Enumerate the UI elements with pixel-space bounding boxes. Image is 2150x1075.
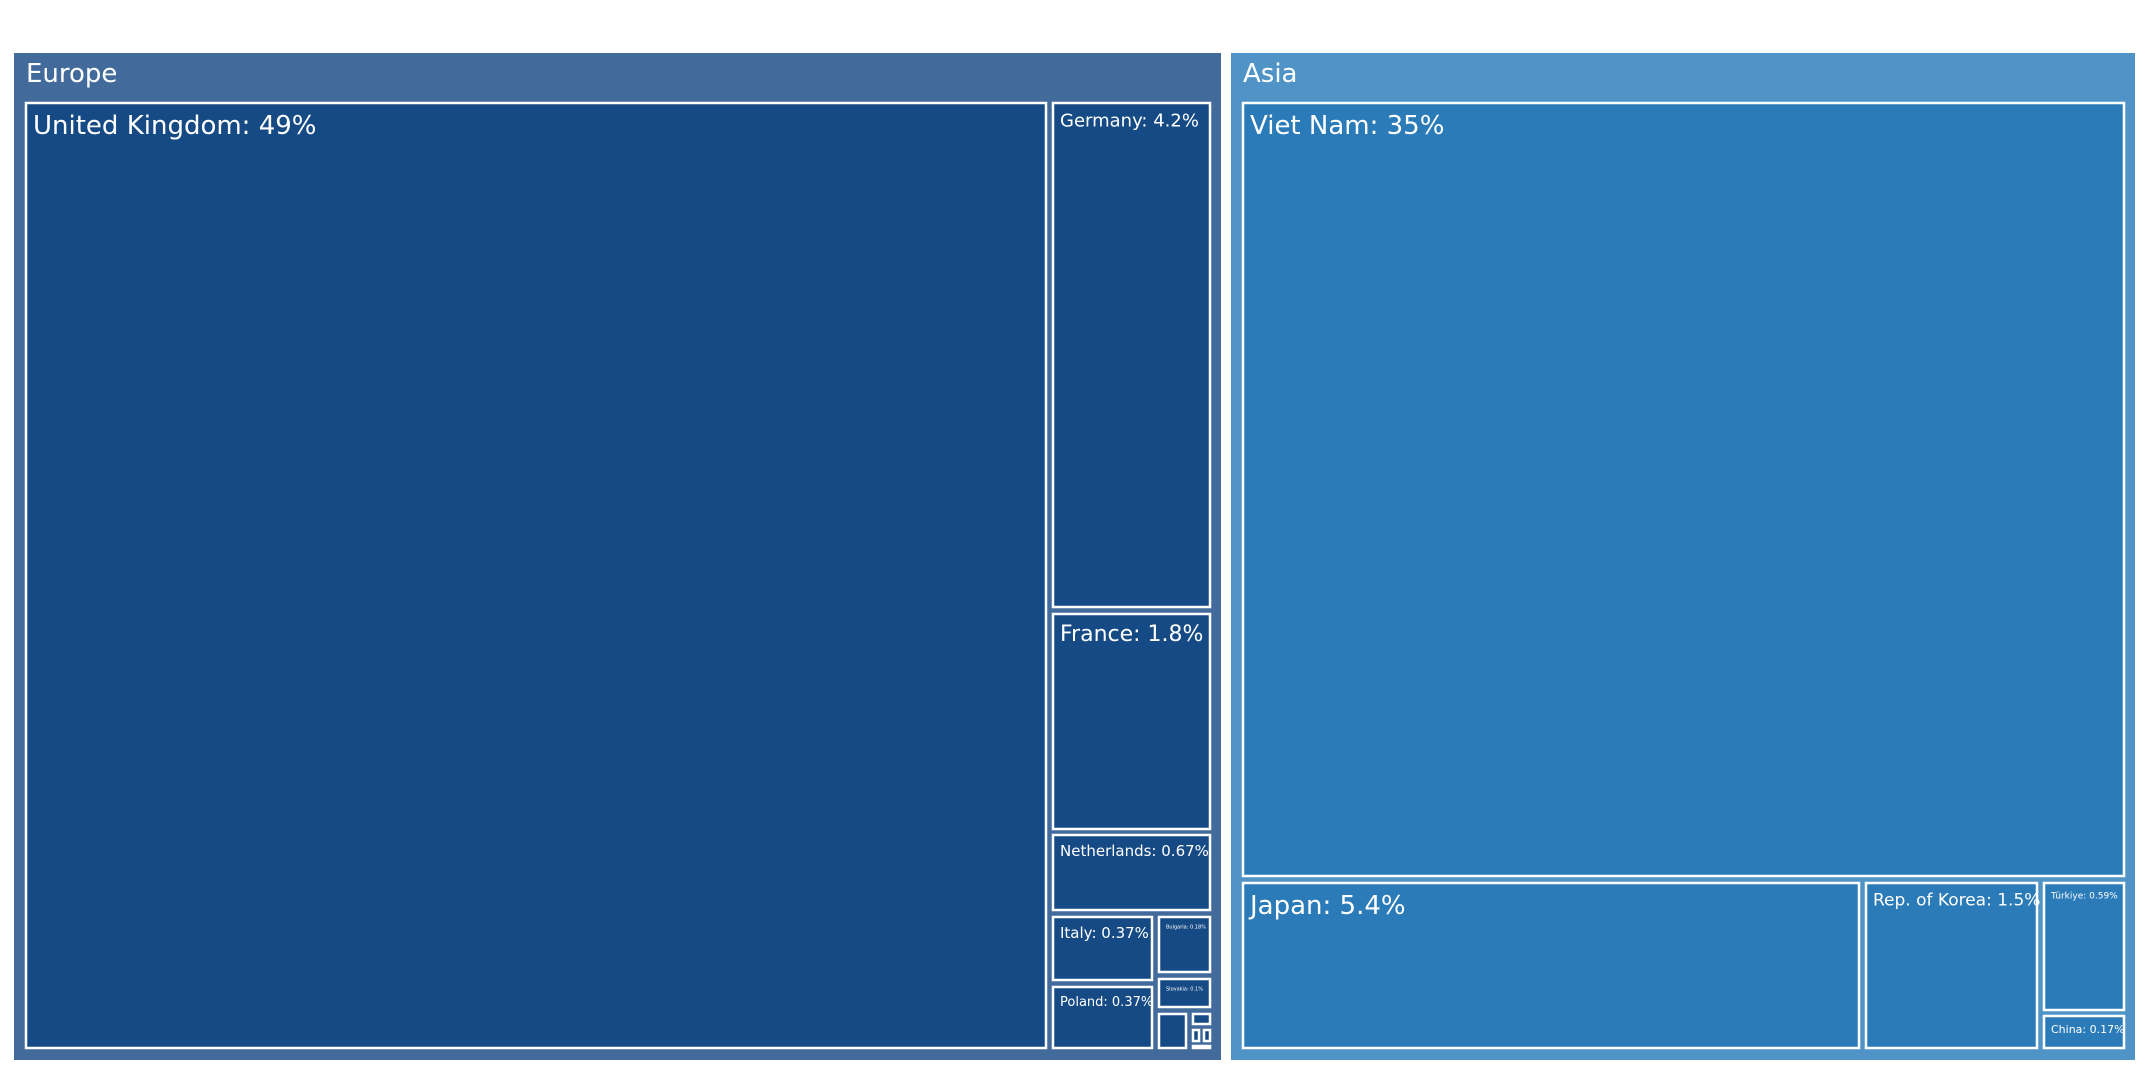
tile-viet-nam[interactable] — [1241, 101, 2126, 878]
tile-label-t-rkiye: Türkiye: 0.59% — [2050, 891, 2118, 901]
tile-label-rep-of-korea: Rep. of Korea: 1.5% — [1873, 891, 2040, 911]
region-label-europe: Europe — [26, 59, 117, 89]
tile-china[interactable] — [2042, 1014, 2126, 1050]
tile-small-4[interactable] — [1202, 1028, 1212, 1043]
tile-rep-of-korea[interactable] — [1864, 881, 2039, 1050]
tile-label-italy: Italy: 0.37% — [1060, 924, 1149, 942]
tile-label-japan: Japan: 5.4% — [1248, 891, 1406, 921]
tile-label-united-kingdom: United Kingdom: 49% — [33, 111, 317, 141]
tile-bulgaria[interactable] — [1157, 915, 1212, 974]
tile-germany[interactable] — [1051, 101, 1212, 609]
tile-t-rkiye[interactable] — [2042, 881, 2126, 1012]
region-europe: Europe United Kingdom: 49% Germany: 4.2% Fr… — [14, 53, 1221, 1060]
region-asia: Asia Viet Nam: 35% Japan: 5.4% Rep. of Kore… — [1231, 53, 2135, 1060]
tile-netherlands[interactable] — [1051, 833, 1212, 912]
tile-label-germany: Germany: 4.2% — [1060, 111, 1199, 132]
tile-italy[interactable] — [1051, 915, 1154, 982]
tile-label-netherlands: Netherlands: 0.67% — [1060, 842, 1209, 860]
tile-label-slovakia: Slovakia: 0.1% — [1166, 987, 1203, 993]
tile-small-2[interactable] — [1191, 1012, 1212, 1026]
tile-france[interactable] — [1051, 612, 1212, 831]
tile-label-viet-nam: Viet Nam: 35% — [1250, 111, 1444, 141]
tile-united-kingdom[interactable] — [24, 101, 1048, 1050]
tile-japan[interactable] — [1241, 881, 1861, 1050]
tile-slovakia[interactable] — [1157, 977, 1212, 1009]
tile-label-poland: Poland: 0.37% — [1060, 995, 1153, 1010]
tile-label-bulgaria: Bulgaria: 0.18% — [1166, 925, 1206, 931]
tile-label-france: France: 1.8% — [1060, 622, 1203, 647]
region-label-asia: Asia — [1243, 59, 1298, 89]
tile-label-china: China: 0.17% — [2051, 1023, 2125, 1036]
tile-small-3[interactable] — [1191, 1028, 1201, 1043]
tile-small-1[interactable] — [1157, 1012, 1188, 1050]
tile-small-5[interactable] — [1191, 1044, 1212, 1050]
tile-poland[interactable] — [1051, 985, 1154, 1050]
